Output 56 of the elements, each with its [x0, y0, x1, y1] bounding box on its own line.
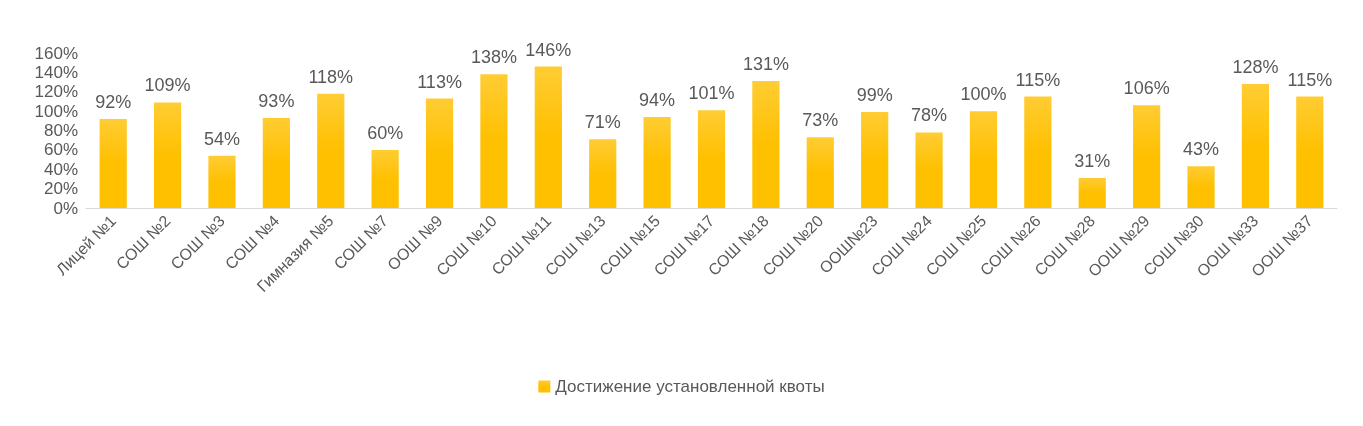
data-label: 113%: [417, 71, 462, 92]
data-label: 115%: [1287, 69, 1333, 90]
bar: [1078, 177, 1106, 208]
bar: [153, 102, 182, 208]
data-label: 100%: [960, 84, 1007, 105]
data-label: 31%: [1074, 150, 1111, 171]
y-tick-label: 140%: [34, 62, 78, 82]
bar: [589, 139, 617, 208]
data-label: 43%: [1183, 139, 1220, 160]
bar: [480, 74, 508, 208]
bar: [208, 155, 236, 208]
bar: [861, 112, 889, 208]
data-label: 101%: [688, 83, 735, 104]
data-label: 106%: [1123, 78, 1170, 99]
data-label: 78%: [911, 105, 948, 126]
y-tick-label: 160%: [34, 43, 78, 63]
bar: [99, 118, 127, 208]
bar: [1241, 84, 1270, 208]
bar: [752, 81, 780, 208]
data-label: 73%: [802, 110, 839, 131]
data-label: 94%: [639, 89, 676, 110]
bar: [1187, 166, 1215, 208]
bar: [1024, 96, 1052, 208]
y-tick-label: 120%: [34, 82, 78, 102]
data-label: 93%: [258, 90, 295, 111]
y-tick-label: 100%: [34, 101, 78, 121]
data-label: 92%: [95, 91, 132, 112]
bar: [534, 66, 562, 208]
data-label: 109%: [144, 75, 191, 96]
bar: [425, 98, 454, 208]
y-tick-label: 20%: [43, 179, 78, 199]
data-label: 138%: [470, 47, 517, 68]
data-label: 146%: [525, 39, 572, 60]
bar: [969, 111, 998, 208]
bar: [317, 93, 345, 208]
bar: [697, 110, 726, 208]
data-label: 131%: [742, 54, 789, 75]
bar: [1296, 96, 1324, 208]
bar: [1133, 105, 1161, 208]
bar: [371, 149, 399, 208]
y-tick-label: 60%: [43, 140, 78, 160]
data-label: 71%: [584, 112, 621, 133]
y-tick-label: 0%: [53, 198, 78, 218]
bar: [915, 132, 943, 208]
data-label: 118%: [308, 66, 354, 87]
legend-label: Достижение установленной квоты: [555, 377, 825, 396]
data-label: 128%: [1232, 57, 1279, 77]
bar: [806, 137, 834, 208]
y-tick-label: 40%: [43, 159, 78, 179]
data-label: 115%: [1015, 69, 1061, 90]
data-label: 54%: [203, 128, 240, 149]
bar: [262, 117, 290, 208]
data-label: 60%: [367, 122, 404, 143]
y-tick-label: 80%: [43, 121, 78, 140]
data-label: 99%: [856, 85, 893, 106]
bar: [643, 116, 671, 208]
